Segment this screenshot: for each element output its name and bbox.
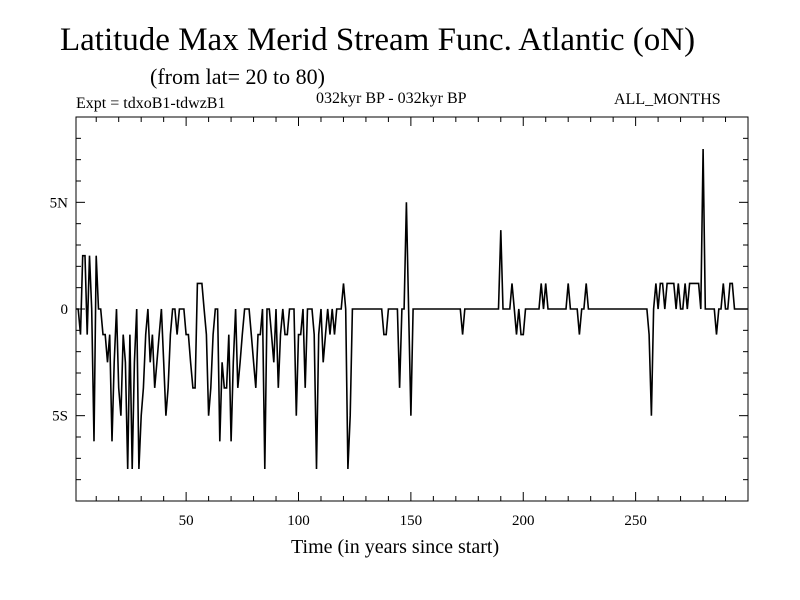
x-tick-label: 150 [400, 513, 423, 529]
months-label: ALL_MONTHS [614, 91, 721, 108]
chart-subtitle: (from lat= 20 to 80) [150, 64, 325, 89]
series-layer [76, 148, 748, 470]
y-tick-label: 5S [52, 409, 68, 425]
x-axis-label: Time (in years since start) [291, 536, 500, 558]
y-tick-label: 0 [61, 302, 69, 318]
chart-title: Latitude Max Merid Stream Func. Atlantic… [60, 22, 696, 58]
axis-ticks: 50 100 150 200 250 5N 0 5S [50, 116, 749, 529]
x-tick-label: 50 [179, 513, 194, 529]
series-line-0 [76, 148, 748, 470]
experiment-label: Expt = tdxoB1-tdwzB1 [76, 95, 226, 112]
x-tick-label: 200 [512, 513, 535, 529]
x-tick-label: 250 [624, 513, 647, 529]
x-tick-label: 100 [287, 513, 310, 529]
plot-frame [75, 116, 749, 502]
y-tick-label: 5N [50, 195, 69, 211]
period-label: 032kyr BP - 032kyr BP [316, 90, 467, 107]
